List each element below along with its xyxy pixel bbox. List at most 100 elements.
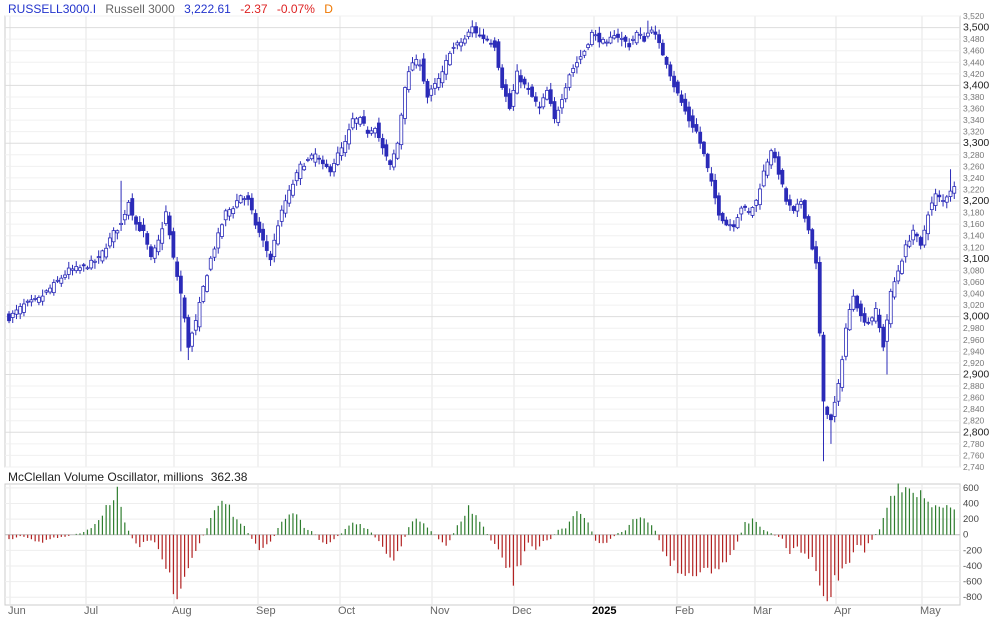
price-tick-label: 2,960 <box>963 335 985 345</box>
x-axis-label: May <box>920 605 941 617</box>
price-tick-label: 2,900 <box>963 368 989 380</box>
candle-body <box>66 267 71 275</box>
symbol-label[interactable]: RUSSELL3000.I <box>8 2 97 16</box>
candle-body <box>944 196 949 203</box>
oscillator-tick-label: 0 <box>963 530 968 541</box>
candle-body <box>522 78 527 85</box>
candle-body <box>526 87 531 90</box>
period-indicator[interactable]: D <box>324 2 333 16</box>
candle-body <box>223 210 228 221</box>
candle-body <box>362 116 366 124</box>
candle-body <box>447 52 452 66</box>
candle-body <box>171 231 176 258</box>
candle-body <box>324 163 329 168</box>
candle-body <box>51 282 56 293</box>
candle-body <box>922 229 927 246</box>
candle-body <box>291 183 295 196</box>
price-tick-label: 3,300 <box>963 137 989 149</box>
candle-body <box>653 31 658 35</box>
candle-body <box>821 334 826 402</box>
candle-body <box>126 201 131 216</box>
x-axis-label: 2025 <box>592 605 616 617</box>
candle-body <box>765 161 770 176</box>
candle-body <box>817 261 822 334</box>
candle-body <box>164 211 168 225</box>
price-tick-label: 2,980 <box>963 323 985 333</box>
candle-body <box>556 109 561 123</box>
candle-body <box>421 58 426 82</box>
candle-body <box>309 154 314 160</box>
candle-body <box>750 207 755 216</box>
candle-body <box>795 203 800 212</box>
candle-body <box>70 268 75 271</box>
candle-body <box>137 222 142 232</box>
candle-body <box>761 170 766 187</box>
candle-body <box>298 163 303 179</box>
candle-body <box>694 124 699 132</box>
candle-body <box>380 138 385 149</box>
candle-body <box>769 150 774 166</box>
candle-body <box>608 36 613 44</box>
price-tick-label: 2,780 <box>963 439 985 449</box>
price-tick-label: 3,520 <box>963 11 985 21</box>
candle-body <box>212 248 217 258</box>
candle-body <box>268 253 273 261</box>
candle-body <box>518 75 523 83</box>
candle-body <box>283 200 288 214</box>
candle-body <box>343 141 348 154</box>
price-tick-label: 3,360 <box>963 104 985 114</box>
price-tick-label: 3,460 <box>963 46 985 56</box>
candle-body <box>806 216 811 231</box>
candle-body <box>305 159 310 161</box>
candle-body <box>918 237 923 246</box>
candle-body <box>339 147 344 157</box>
candle-body <box>25 300 30 303</box>
price-tick-label: 3,480 <box>963 34 985 44</box>
price-tick-label: 3,260 <box>963 161 985 171</box>
oscillator-tick-label: 400 <box>963 499 979 510</box>
price-tick-label: 3,340 <box>963 115 985 125</box>
candle-body <box>773 151 777 159</box>
candle-body <box>739 207 744 215</box>
candle-body <box>276 225 280 245</box>
chart-header: RUSSELL3000.I Russell 3000 3,222.61 -2.3… <box>8 2 339 16</box>
candle-body <box>716 195 721 216</box>
candle-body <box>915 233 919 237</box>
candle-body <box>81 264 86 267</box>
candle-body <box>193 320 198 331</box>
candle-body <box>399 114 404 146</box>
candle-body <box>201 286 206 302</box>
candle-body <box>825 406 830 415</box>
price-tick-label: 2,880 <box>963 381 985 391</box>
candle-body <box>186 317 191 348</box>
candle-body <box>952 186 957 194</box>
candle-body <box>33 297 38 300</box>
price-tick-label: 2,760 <box>963 450 985 460</box>
candle-body <box>48 287 52 293</box>
candle-body <box>63 274 67 278</box>
candle-body <box>36 296 41 303</box>
candle-body <box>578 56 583 60</box>
candle-body <box>511 90 516 107</box>
candle-body <box>657 34 662 44</box>
candle-body <box>500 67 505 88</box>
candle-body <box>746 211 751 213</box>
candle-body <box>451 46 456 49</box>
candle-body <box>627 43 632 48</box>
candle-body <box>156 239 161 253</box>
price-tick-label: 2,800 <box>963 426 989 438</box>
candle-body <box>119 222 123 225</box>
candle-body <box>160 228 165 244</box>
candle-body <box>844 327 848 357</box>
candle-body <box>515 70 520 94</box>
candle-body <box>593 34 598 37</box>
candle-body <box>631 38 635 41</box>
candle-body <box>294 172 299 182</box>
candle-body <box>111 230 116 243</box>
oscillator-title: McClellan Volume Oscillator, millions <box>8 470 204 484</box>
candle-body <box>847 309 852 331</box>
candle-body <box>78 267 82 271</box>
candle-body <box>754 199 759 206</box>
candle-body <box>149 246 153 258</box>
